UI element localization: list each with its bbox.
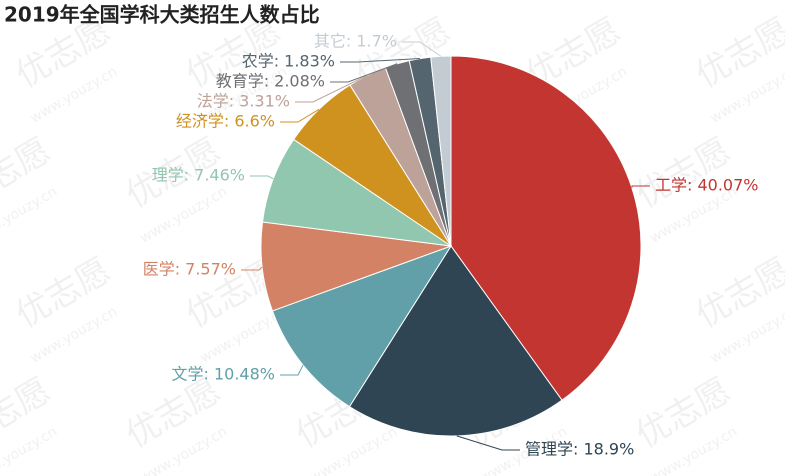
leader-line xyxy=(631,185,650,188)
data-label: 文学: 10.48% xyxy=(172,365,276,384)
leader-line xyxy=(456,435,520,451)
data-label: 其它: 1.7% xyxy=(314,32,397,51)
leader-line xyxy=(402,41,442,57)
leader-line xyxy=(250,175,274,180)
watermark-url: www.youzy.cn xyxy=(0,184,60,247)
pie-slice xyxy=(430,55,452,247)
data-label: 农学: 1.83% xyxy=(242,52,335,71)
chart-title: 2019年全国学科大类招生人数占比 xyxy=(4,3,320,27)
data-label: 理学: 7.46% xyxy=(152,166,245,185)
data-label: 教育学: 2.08% xyxy=(216,72,325,91)
pie-slice xyxy=(450,55,642,401)
pie-slice xyxy=(348,245,563,437)
leader-line xyxy=(330,63,398,83)
leader-line xyxy=(280,364,304,376)
leader-line xyxy=(241,266,263,271)
data-label: 经济学: 6.6% xyxy=(176,112,275,131)
pie-slice xyxy=(271,245,453,408)
data-label: 医学: 7.57% xyxy=(143,260,236,279)
leader-line xyxy=(280,108,320,123)
leader-line xyxy=(340,58,420,63)
data-label: 法学: 3.31% xyxy=(197,92,290,111)
data-label: 工学: 40.07% xyxy=(655,176,759,195)
data-label: 管理学: 18.9% xyxy=(525,440,634,459)
leader-line xyxy=(295,75,368,103)
